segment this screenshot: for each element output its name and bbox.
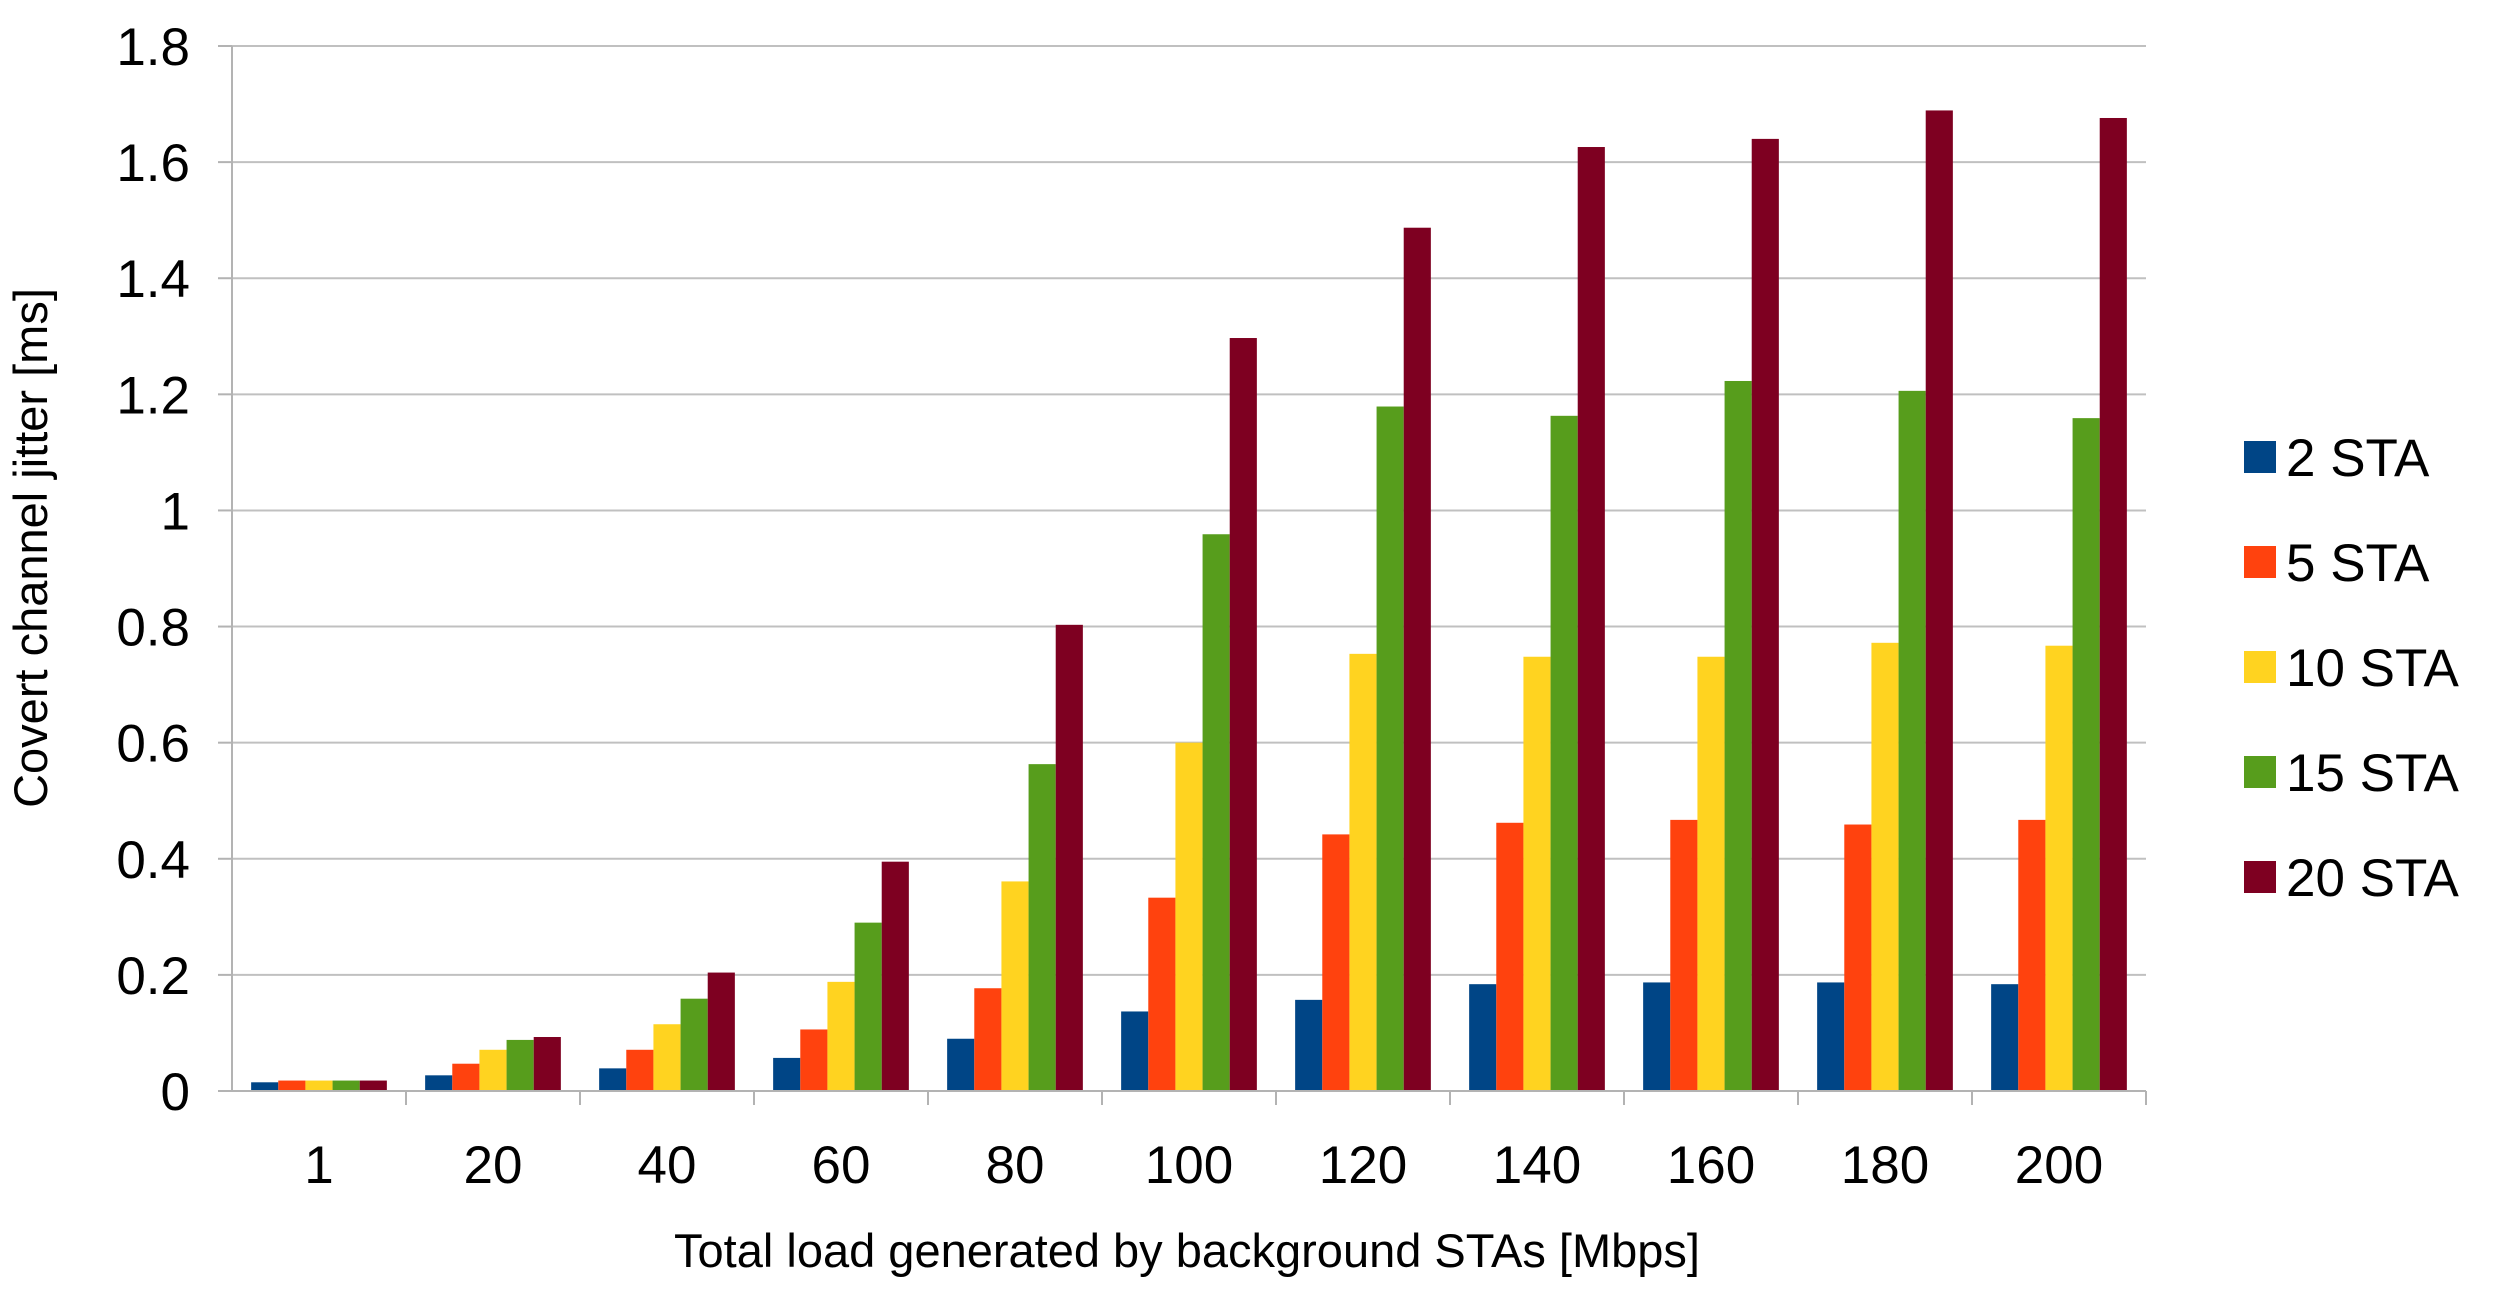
x-axis-title: Total load generated by background STAs … <box>674 1224 1700 1277</box>
legend: 2 STA 5 STA 10 STA 15 STA 20 STA <box>2244 429 2459 908</box>
y-tick-label: 0.8 <box>116 599 190 658</box>
x-tick-label: 1 <box>304 1136 333 1195</box>
bar-2-sta-20 <box>425 1075 453 1091</box>
bar-5-sta-60 <box>800 1029 828 1091</box>
legend-swatch <box>2244 546 2276 578</box>
bar-20-sta-200 <box>2099 117 2127 1091</box>
y-tick-label: 1.8 <box>116 18 190 77</box>
y-tick-label: 0 <box>161 1063 190 1122</box>
x-tick-label: 120 <box>1319 1136 1407 1195</box>
x-tick-label: 100 <box>1145 1136 1233 1195</box>
bar-15-sta-180 <box>1898 390 1926 1092</box>
bar-2-sta-40 <box>599 1068 627 1091</box>
bar-2-sta-120 <box>1295 999 1323 1091</box>
y-axis-tick-labels: 0 0.2 0.4 0.6 0.8 1 1.2 1.4 1.6 1.8 <box>116 18 190 1122</box>
x-tick-label: 180 <box>1841 1136 1929 1195</box>
bar-5-sta-1 <box>278 1080 306 1091</box>
bar-20-sta-80 <box>1055 624 1083 1091</box>
y-tick-label: 0.2 <box>116 947 190 1006</box>
bar-5-sta-40 <box>626 1049 654 1091</box>
x-axis-tick-labels: 1 20 40 60 80 100 120 140 160 180 200 <box>304 1136 2103 1195</box>
x-tick-label: 60 <box>812 1136 871 1195</box>
bar-20-sta-1 <box>359 1080 387 1091</box>
bar-20-sta-160 <box>1751 138 1779 1091</box>
bar-15-sta-140 <box>1550 415 1578 1091</box>
bar-20-sta-40 <box>707 972 735 1091</box>
y-axis-title: Covert channel jitter [ms] <box>4 288 57 808</box>
bar-10-sta-160 <box>1697 656 1725 1091</box>
bar-5-sta-180 <box>1844 824 1872 1091</box>
legend-swatch <box>2244 441 2276 473</box>
bar-2-sta-180 <box>1817 982 1845 1091</box>
bar-15-sta-20 <box>506 1039 534 1091</box>
bar-10-sta-120 <box>1349 653 1377 1091</box>
legend-label: 2 STA <box>2286 429 2430 488</box>
bar-15-sta-80 <box>1028 764 1056 1091</box>
bar-15-sta-200 <box>2072 418 2100 1091</box>
bar-10-sta-200 <box>2045 645 2073 1091</box>
bar-5-sta-120 <box>1322 834 1350 1091</box>
y-tick-label: 1 <box>161 482 190 541</box>
x-tick-label: 20 <box>464 1136 523 1195</box>
gridlines <box>232 45 2146 976</box>
bars <box>251 110 2127 1092</box>
bar-2-sta-140 <box>1469 984 1497 1091</box>
bar-20-sta-140 <box>1577 147 1605 1091</box>
bar-15-sta-100 <box>1202 534 1230 1091</box>
bar-2-sta-1 <box>251 1082 279 1091</box>
x-tick-label: 160 <box>1667 1136 1755 1195</box>
bar-10-sta-60 <box>827 981 855 1091</box>
bar-20-sta-120 <box>1403 227 1431 1092</box>
bar-5-sta-140 <box>1496 822 1524 1091</box>
legend-label: 15 STA <box>2286 744 2459 803</box>
x-tick-label: 140 <box>1493 1136 1581 1195</box>
bar-2-sta-100 <box>1121 1011 1149 1091</box>
legend-swatch <box>2244 861 2276 893</box>
legend-label: 10 STA <box>2286 639 2459 698</box>
y-tick-label: 1.4 <box>116 250 190 309</box>
y-tick-label: 0.4 <box>116 831 190 890</box>
bar-10-sta-180 <box>1871 642 1899 1091</box>
bar-15-sta-40 <box>680 998 708 1091</box>
axes <box>218 45 2147 1105</box>
bar-5-sta-200 <box>2018 819 2046 1091</box>
x-tick-label: 200 <box>2015 1136 2103 1195</box>
bar-15-sta-60 <box>854 922 882 1091</box>
bar-5-sta-80 <box>974 988 1002 1091</box>
y-tick-label: 1.2 <box>116 366 190 425</box>
legend-swatch <box>2244 756 2276 788</box>
x-tick-label: 40 <box>638 1136 697 1195</box>
bar-10-sta-140 <box>1523 656 1551 1091</box>
bar-2-sta-160 <box>1643 982 1671 1091</box>
bar-5-sta-100 <box>1148 897 1176 1091</box>
bar-10-sta-1 <box>305 1080 333 1091</box>
bar-2-sta-200 <box>1991 984 2019 1091</box>
bar-5-sta-20 <box>452 1063 480 1091</box>
bar-20-sta-60 <box>881 861 909 1091</box>
bar-20-sta-100 <box>1229 338 1257 1092</box>
bar-15-sta-160 <box>1724 380 1752 1091</box>
bar-2-sta-80 <box>947 1038 975 1091</box>
bar-20-sta-180 <box>1925 110 1953 1092</box>
legend-label: 20 STA <box>2286 849 2459 908</box>
bar-10-sta-100 <box>1175 742 1203 1091</box>
y-tick-label: 1.6 <box>116 134 190 193</box>
legend-swatch <box>2244 651 2276 683</box>
bar-10-sta-40 <box>653 1024 681 1091</box>
y-tick-label: 0.6 <box>116 715 190 774</box>
bar-15-sta-120 <box>1376 406 1404 1091</box>
bar-15-sta-1 <box>332 1080 360 1091</box>
bar-20-sta-20 <box>533 1037 561 1091</box>
bar-2-sta-60 <box>773 1057 801 1091</box>
bar-5-sta-160 <box>1670 819 1698 1091</box>
bar-10-sta-20 <box>479 1049 507 1091</box>
x-tick-label: 80 <box>986 1136 1045 1195</box>
bar-10-sta-80 <box>1001 881 1029 1091</box>
legend-label: 5 STA <box>2286 534 2430 593</box>
